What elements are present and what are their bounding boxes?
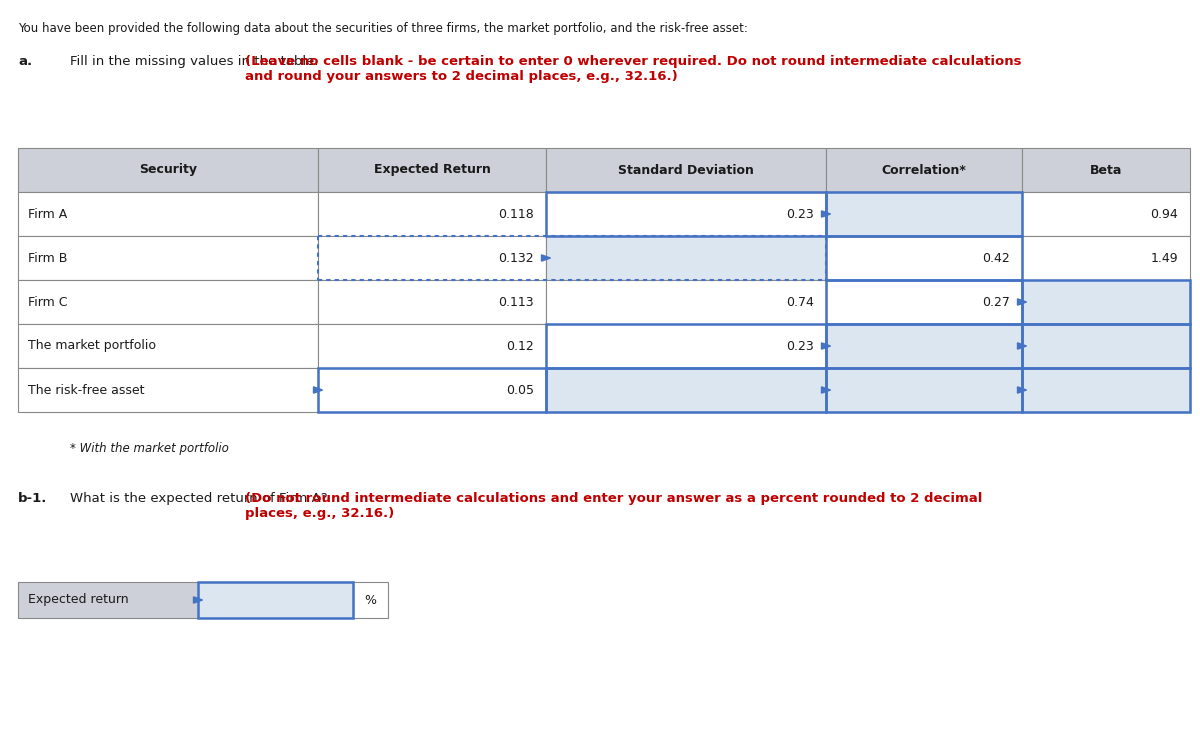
Text: Beta: Beta bbox=[1090, 164, 1122, 176]
Polygon shape bbox=[1018, 343, 1026, 349]
Bar bbox=[198, 582, 353, 618]
Text: 0.05: 0.05 bbox=[506, 384, 534, 397]
Polygon shape bbox=[822, 343, 830, 349]
Text: Expected Return: Expected Return bbox=[373, 164, 491, 176]
Bar bbox=[826, 236, 1022, 280]
Text: (Leave no cells blank - be certain to enter 0 wherever required. Do not round in: (Leave no cells blank - be certain to en… bbox=[245, 55, 1021, 83]
Bar bbox=[1022, 368, 1190, 412]
Polygon shape bbox=[1018, 299, 1026, 305]
Text: 0.113: 0.113 bbox=[498, 295, 534, 309]
Text: (Do not round intermediate calculations and enter your answer as a percent round: (Do not round intermediate calculations … bbox=[245, 492, 983, 520]
Bar bbox=[1022, 324, 1190, 368]
Bar bbox=[826, 192, 1022, 236]
Text: 1.49: 1.49 bbox=[1151, 252, 1178, 264]
Bar bbox=[318, 368, 546, 412]
Bar bbox=[826, 236, 1022, 280]
Bar bbox=[18, 280, 318, 324]
Bar bbox=[318, 324, 546, 368]
Polygon shape bbox=[193, 597, 203, 603]
Bar bbox=[1022, 324, 1190, 368]
Polygon shape bbox=[313, 387, 323, 394]
Bar bbox=[1022, 280, 1190, 324]
Text: b-1.: b-1. bbox=[18, 492, 47, 505]
Text: Firm C: Firm C bbox=[28, 295, 67, 309]
Text: Security: Security bbox=[139, 164, 197, 176]
Bar bbox=[826, 368, 1022, 412]
Text: Expected return: Expected return bbox=[28, 593, 128, 607]
Text: 0.27: 0.27 bbox=[982, 295, 1010, 309]
Bar bbox=[353, 582, 388, 618]
Bar bbox=[18, 582, 198, 618]
Polygon shape bbox=[822, 211, 830, 217]
Bar bbox=[546, 324, 826, 368]
Text: a.: a. bbox=[18, 55, 32, 68]
Text: You have been provided the following data about the securities of three firms, t: You have been provided the following dat… bbox=[18, 22, 748, 35]
Text: 0.74: 0.74 bbox=[786, 295, 814, 309]
Bar bbox=[546, 192, 826, 236]
Polygon shape bbox=[541, 255, 551, 261]
Polygon shape bbox=[822, 387, 830, 394]
Text: 0.94: 0.94 bbox=[1151, 207, 1178, 221]
Bar bbox=[318, 192, 546, 236]
Bar bbox=[546, 324, 826, 368]
Text: 0.42: 0.42 bbox=[983, 252, 1010, 264]
Text: * With the market portfolio: * With the market portfolio bbox=[70, 442, 229, 455]
Bar bbox=[318, 368, 546, 412]
Bar bbox=[1022, 148, 1190, 192]
Bar bbox=[1022, 368, 1190, 412]
Text: 0.23: 0.23 bbox=[786, 207, 814, 221]
Bar bbox=[18, 236, 318, 280]
Bar bbox=[546, 280, 826, 324]
Polygon shape bbox=[1018, 387, 1026, 394]
Text: %: % bbox=[365, 593, 377, 607]
Bar bbox=[546, 368, 826, 412]
Bar bbox=[826, 368, 1022, 412]
Text: 0.118: 0.118 bbox=[498, 207, 534, 221]
Bar bbox=[826, 280, 1022, 324]
Text: Firm B: Firm B bbox=[28, 252, 67, 264]
Bar bbox=[826, 280, 1022, 324]
Bar bbox=[826, 148, 1022, 192]
Bar bbox=[1022, 280, 1190, 324]
Bar bbox=[546, 148, 826, 192]
Bar bbox=[1022, 236, 1190, 280]
Text: Fill in the missing values in the table.: Fill in the missing values in the table. bbox=[70, 55, 323, 68]
Bar bbox=[546, 368, 826, 412]
Text: Correlation*: Correlation* bbox=[882, 164, 966, 176]
Bar bbox=[546, 192, 826, 236]
Text: What is the expected return of Firm A?: What is the expected return of Firm A? bbox=[70, 492, 332, 505]
Bar bbox=[318, 148, 546, 192]
Text: The risk-free asset: The risk-free asset bbox=[28, 384, 144, 397]
Bar bbox=[1022, 192, 1190, 236]
Bar bbox=[318, 236, 546, 280]
Bar bbox=[826, 324, 1022, 368]
Text: Standard Deviation: Standard Deviation bbox=[618, 164, 754, 176]
Bar bbox=[546, 236, 826, 280]
Bar bbox=[318, 280, 546, 324]
Bar bbox=[18, 324, 318, 368]
Bar bbox=[826, 324, 1022, 368]
Bar bbox=[826, 192, 1022, 236]
Bar bbox=[18, 192, 318, 236]
Bar bbox=[18, 148, 318, 192]
Text: The market portfolio: The market portfolio bbox=[28, 339, 156, 352]
Text: 0.132: 0.132 bbox=[498, 252, 534, 264]
Text: Firm A: Firm A bbox=[28, 207, 67, 221]
Bar bbox=[18, 368, 318, 412]
Text: 0.12: 0.12 bbox=[506, 339, 534, 352]
Text: 0.23: 0.23 bbox=[786, 339, 814, 352]
